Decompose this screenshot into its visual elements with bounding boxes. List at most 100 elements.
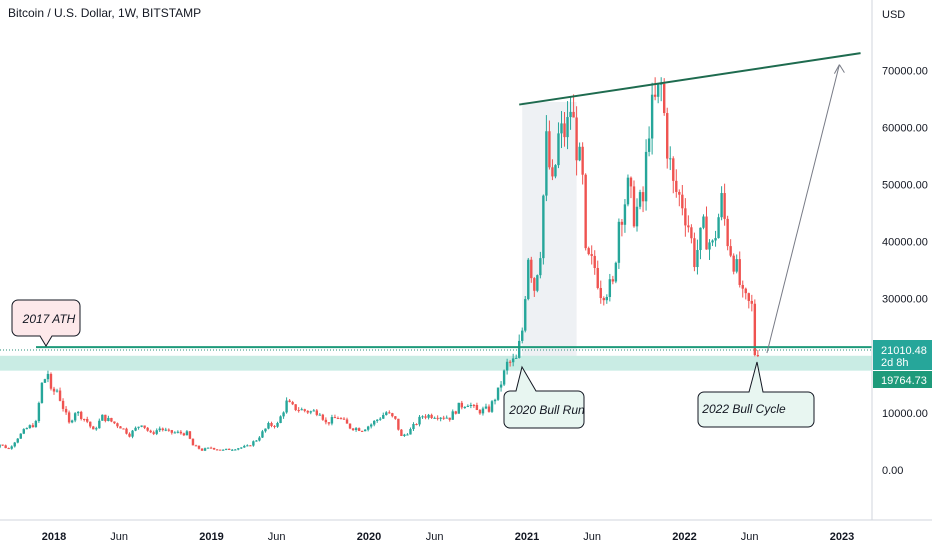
candle-body	[502, 370, 506, 385]
current-price-tag: 21010.48 2d 8h	[873, 340, 932, 370]
candle-body	[0, 444, 1, 448]
callout-2022-bull-cycle-box	[697, 361, 815, 428]
candle-body	[726, 218, 729, 247]
candle-body	[382, 414, 385, 419]
candle-body	[191, 438, 195, 446]
candle-body	[170, 430, 174, 433]
candle-body	[345, 419, 349, 424]
candle-body	[152, 432, 155, 434]
candle-body	[415, 424, 418, 426]
candle-body	[617, 221, 621, 263]
candle-body	[445, 417, 448, 419]
candle-body	[687, 225, 690, 228]
candle-body	[237, 448, 240, 450]
candle-body	[285, 400, 288, 413]
candle-body	[55, 390, 59, 392]
callout-2020-bull-run[interactable]: 2020 Bull Run	[503, 365, 585, 429]
candle-body	[545, 131, 548, 196]
candle-body	[351, 428, 355, 430]
candle-body	[626, 177, 630, 205]
time-tick-label: 2018	[42, 531, 66, 543]
candle-body	[656, 84, 660, 97]
candle-body	[161, 428, 164, 431]
time-tick-label: Jun	[110, 531, 128, 543]
candle-body	[388, 412, 391, 414]
candle-body	[641, 192, 645, 202]
price-tick-label: 40000.00	[882, 237, 928, 249]
candle-body	[249, 445, 252, 447]
candle-body	[376, 419, 379, 421]
candle-body	[209, 447, 213, 449]
candle-body	[379, 418, 382, 420]
candle-body	[333, 417, 337, 419]
candle-body	[675, 180, 678, 192]
time-tick-label: 2023	[830, 531, 854, 543]
candle-body	[312, 410, 315, 412]
callout-2022-bull-cycle[interactable]: 2022 Bull Cycle	[697, 361, 815, 428]
candle-body	[255, 440, 258, 442]
candle-body	[143, 425, 146, 428]
candle-body	[403, 434, 406, 436]
candle-body	[25, 428, 29, 430]
candle-body	[116, 423, 119, 427]
candle-body	[128, 433, 131, 437]
candle-body	[620, 221, 624, 225]
candle-body	[614, 262, 618, 282]
candle-body	[155, 430, 158, 434]
callout-2022-bull-cycle-label: 2022 Bull Cycle	[701, 402, 786, 416]
candle-body	[738, 259, 741, 285]
candle-body	[569, 111, 572, 118]
candle-body	[79, 411, 83, 419]
candle-body	[702, 216, 705, 228]
candle-body	[164, 429, 167, 431]
candle-body	[273, 425, 276, 427]
candle-body	[218, 449, 222, 451]
time-tick-label: Jun	[741, 531, 759, 543]
candle-body	[339, 418, 343, 420]
candle-body	[560, 123, 563, 134]
candle-body	[493, 399, 497, 402]
candle-body	[40, 382, 44, 403]
candle-body	[234, 449, 237, 451]
candle-body	[1, 444, 4, 446]
candle-body	[605, 296, 609, 301]
candle-body	[149, 430, 152, 433]
candle-body	[173, 432, 177, 434]
candle-body	[542, 195, 545, 259]
candle-body	[602, 298, 605, 301]
candle-body	[696, 250, 699, 268]
candle-body	[669, 158, 672, 160]
time-axis-ticks[interactable]: 2018 Jun 2019 Jun 2020 Jun 2021 Jun 2022 Jun 2023	[42, 531, 854, 543]
candle-body	[327, 422, 331, 424]
candle-body	[215, 449, 219, 451]
time-tick-label: 2021	[515, 531, 539, 543]
candle-body	[52, 388, 56, 392]
candle-body	[309, 411, 312, 413]
price-axis-ticks[interactable]: 0.0010000.0020000.0030000.0040000.005000…	[882, 65, 928, 477]
candle-body	[442, 417, 445, 419]
callout-2020-bull-run-box	[503, 365, 585, 429]
candle-body	[22, 429, 25, 434]
time-tick-label: Jun	[583, 531, 601, 543]
candle-body	[421, 416, 424, 418]
candle-body	[31, 425, 35, 428]
candle-body	[182, 433, 186, 436]
price-tick-label: 10000.00	[882, 408, 928, 420]
candle-body	[131, 430, 134, 437]
callout-2017-ath[interactable]: 2017 ATH	[11, 299, 81, 347]
candle-body	[34, 421, 38, 428]
candle-body	[212, 447, 216, 450]
candle-body	[551, 167, 554, 177]
time-tick-label: 2019	[199, 531, 223, 543]
level-price-tag-bg	[873, 371, 932, 388]
candle-body	[264, 428, 267, 432]
candle-body	[678, 191, 681, 195]
candle-body	[684, 208, 687, 226]
candle-body	[294, 404, 297, 411]
candle-body	[107, 417, 110, 422]
candle-body	[508, 361, 512, 363]
candle-body	[167, 429, 170, 431]
candle-body	[717, 217, 720, 239]
candle-body	[599, 288, 602, 299]
